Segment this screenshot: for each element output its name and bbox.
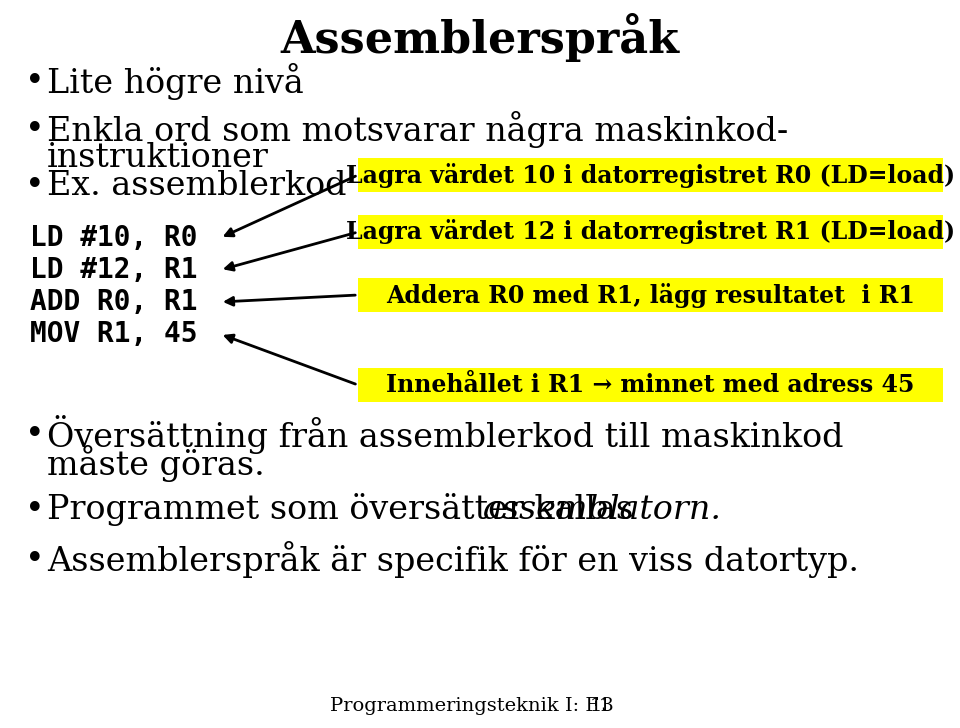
Text: instruktioner: instruktioner	[47, 142, 269, 174]
Text: Lagra värdet 10 i datorregistret R0 (LD=load): Lagra värdet 10 i datorregistret R0 (LD=…	[346, 162, 955, 188]
Text: •: •	[25, 170, 44, 202]
Text: Assemblerspråk: Assemblerspråk	[280, 14, 680, 63]
Text: Programmet som översätter kallas: Programmet som översätter kallas	[47, 494, 644, 526]
Text: Översättning från assemblerkod till maskinkod: Översättning från assemblerkod till mask…	[47, 416, 844, 454]
Text: assemblatorn.: assemblatorn.	[483, 494, 722, 526]
Text: Innehållet i R1 → minnet med adress 45: Innehållet i R1 → minnet med adress 45	[386, 373, 915, 397]
Text: •: •	[25, 544, 44, 576]
Text: •: •	[25, 66, 44, 98]
Text: Enkla ord som motsvarar några maskinkod-: Enkla ord som motsvarar några maskinkod-	[47, 111, 788, 149]
Bar	[358, 278, 943, 312]
Text: Assemblerspråk är specifik för en viss datortyp.: Assemblerspråk är specifik för en viss d…	[47, 542, 859, 579]
Bar	[358, 368, 943, 402]
Text: MOV R1, 45: MOV R1, 45	[30, 320, 198, 348]
Bar	[358, 215, 943, 249]
Text: Lite högre nivå: Lite högre nivå	[47, 63, 303, 100]
Text: ADD R0, R1: ADD R0, R1	[30, 288, 198, 316]
Text: Programmeringsteknik I: F1: Programmeringsteknik I: F1	[330, 697, 612, 715]
Text: måste göras.: måste göras.	[47, 445, 265, 481]
Text: LD #12, R1: LD #12, R1	[30, 256, 198, 284]
Bar	[358, 158, 943, 192]
Text: Addera R0 med R1, lägg resultatet  i R1: Addera R0 med R1, lägg resultatet i R1	[386, 282, 915, 307]
Text: Lagra värdet 12 i datorregistret R1 (LD=load): Lagra värdet 12 i datorregistret R1 (LD=…	[346, 220, 955, 245]
Text: LD #10, R0: LD #10, R0	[30, 224, 198, 252]
Text: 13: 13	[590, 697, 614, 715]
Text: Ex. assemblerkod: Ex. assemblerkod	[47, 170, 347, 202]
Text: •: •	[25, 419, 44, 451]
Text: •: •	[25, 494, 44, 526]
Text: •: •	[25, 114, 44, 146]
